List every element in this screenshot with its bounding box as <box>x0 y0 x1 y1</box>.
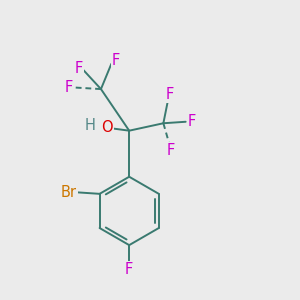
Text: F: F <box>65 80 73 95</box>
Text: F: F <box>165 87 173 102</box>
Text: F: F <box>188 114 196 129</box>
Text: Br: Br <box>61 185 77 200</box>
Text: H: H <box>84 118 95 133</box>
Text: F: F <box>74 61 83 76</box>
Text: F: F <box>167 143 175 158</box>
Text: F: F <box>112 53 120 68</box>
Text: F: F <box>125 262 133 277</box>
Text: O: O <box>101 120 113 135</box>
